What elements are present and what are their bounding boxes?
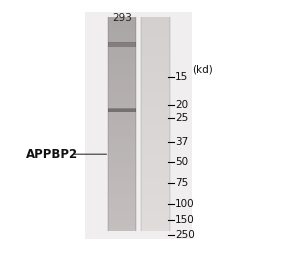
Bar bbox=[142, 205, 170, 210]
Bar bbox=[142, 167, 170, 172]
Text: 20: 20 bbox=[175, 100, 188, 110]
Bar bbox=[108, 194, 136, 199]
Text: 100: 100 bbox=[175, 199, 195, 209]
Bar bbox=[142, 76, 170, 81]
Bar bbox=[142, 70, 170, 76]
Bar bbox=[108, 97, 136, 103]
Bar bbox=[142, 28, 170, 33]
Bar bbox=[142, 103, 170, 108]
Bar bbox=[142, 210, 170, 215]
Text: 75: 75 bbox=[175, 178, 188, 188]
Bar bbox=[108, 130, 136, 135]
Bar bbox=[142, 226, 170, 231]
Bar bbox=[108, 114, 136, 119]
Bar bbox=[142, 194, 170, 199]
Bar bbox=[108, 60, 136, 65]
Bar bbox=[142, 220, 170, 226]
Text: APPBP2: APPBP2 bbox=[26, 148, 78, 161]
Bar bbox=[142, 33, 170, 39]
Bar bbox=[108, 119, 136, 124]
Bar bbox=[108, 124, 136, 130]
Bar bbox=[108, 65, 136, 70]
Bar bbox=[108, 156, 136, 162]
Bar bbox=[142, 114, 170, 119]
Bar bbox=[108, 42, 136, 46]
Bar bbox=[142, 140, 170, 145]
Text: 15: 15 bbox=[175, 72, 188, 82]
Text: 25: 25 bbox=[175, 113, 188, 123]
Bar bbox=[108, 140, 136, 145]
Text: 250: 250 bbox=[175, 230, 195, 240]
Bar bbox=[108, 103, 136, 108]
Bar bbox=[142, 44, 170, 49]
Bar bbox=[142, 92, 170, 97]
Bar bbox=[108, 162, 136, 167]
Bar bbox=[142, 22, 170, 28]
FancyBboxPatch shape bbox=[85, 12, 192, 239]
Bar bbox=[108, 44, 136, 49]
Bar bbox=[142, 55, 170, 60]
Bar bbox=[142, 81, 170, 87]
Bar bbox=[108, 183, 136, 188]
Bar bbox=[108, 220, 136, 226]
Bar bbox=[142, 151, 170, 156]
Bar bbox=[142, 130, 170, 135]
Bar bbox=[108, 210, 136, 215]
Bar bbox=[108, 81, 136, 87]
Bar bbox=[142, 199, 170, 205]
Bar bbox=[108, 55, 136, 60]
Bar bbox=[142, 178, 170, 183]
Bar bbox=[142, 188, 170, 194]
Bar bbox=[108, 42, 136, 43]
Bar bbox=[142, 49, 170, 55]
Bar bbox=[142, 39, 170, 44]
Bar bbox=[108, 28, 136, 33]
Bar bbox=[108, 76, 136, 81]
Bar bbox=[108, 226, 136, 231]
Bar bbox=[108, 108, 136, 114]
Bar bbox=[142, 215, 170, 220]
Bar bbox=[108, 22, 136, 28]
Bar bbox=[142, 65, 170, 70]
Text: 37: 37 bbox=[175, 138, 188, 148]
Bar bbox=[108, 145, 136, 151]
Bar bbox=[108, 70, 136, 76]
Text: (kd): (kd) bbox=[192, 64, 213, 74]
Bar bbox=[108, 108, 136, 112]
Bar bbox=[108, 205, 136, 210]
Bar bbox=[142, 145, 170, 151]
Bar bbox=[108, 215, 136, 220]
Text: 293: 293 bbox=[112, 13, 132, 23]
Bar bbox=[142, 156, 170, 162]
Bar bbox=[108, 87, 136, 92]
Bar bbox=[142, 17, 170, 22]
Bar bbox=[108, 135, 136, 140]
Bar bbox=[142, 135, 170, 140]
Bar bbox=[108, 172, 136, 178]
Bar bbox=[108, 108, 136, 109]
Bar bbox=[108, 39, 136, 44]
Bar bbox=[108, 33, 136, 39]
Bar bbox=[142, 60, 170, 65]
Bar bbox=[142, 108, 170, 114]
Text: 150: 150 bbox=[175, 215, 195, 224]
Bar bbox=[108, 167, 136, 172]
Bar bbox=[142, 162, 170, 167]
Text: 50: 50 bbox=[175, 157, 188, 167]
Bar bbox=[108, 178, 136, 183]
Bar bbox=[142, 172, 170, 178]
Bar bbox=[108, 199, 136, 205]
Bar bbox=[108, 17, 136, 22]
Bar bbox=[142, 87, 170, 92]
Bar bbox=[108, 49, 136, 55]
Bar bbox=[142, 183, 170, 188]
Bar bbox=[108, 188, 136, 194]
Bar bbox=[142, 124, 170, 130]
Bar bbox=[142, 97, 170, 103]
Bar bbox=[108, 92, 136, 97]
Bar bbox=[108, 151, 136, 156]
Bar bbox=[142, 119, 170, 124]
